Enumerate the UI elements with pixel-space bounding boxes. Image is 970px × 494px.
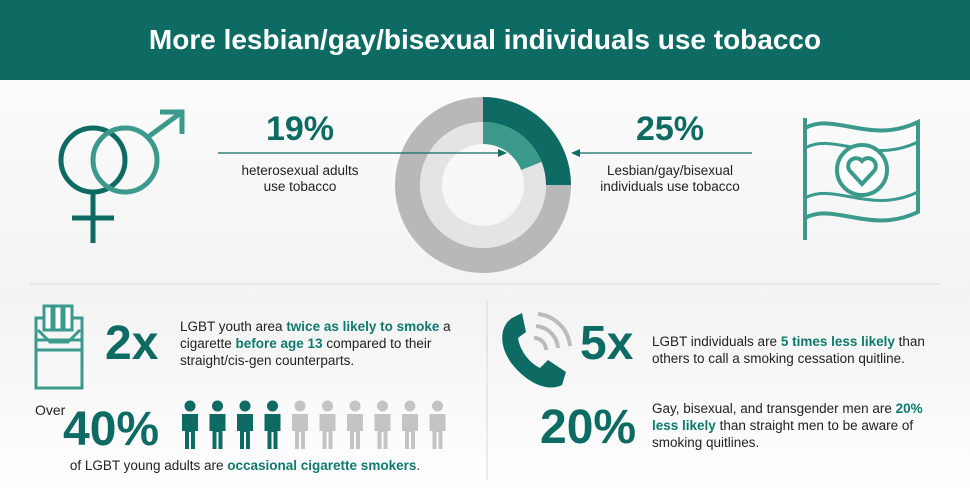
stat-right-text: Lesbian/gay/bisexual individuals use tob…	[580, 163, 760, 195]
head	[267, 400, 278, 412]
men-text: Gay, bisexual, and transgender men are 2…	[652, 400, 942, 451]
flag-icon	[803, 118, 920, 240]
text: compared to their straight/cis-gen count…	[180, 336, 432, 368]
emphasis-text: before age 13	[235, 336, 323, 351]
text: of LGBT young adults are	[69, 458, 228, 473]
multiplier: 2x	[105, 317, 159, 370]
text: a cigarette	[180, 319, 451, 351]
arrows	[218, 149, 752, 157]
text-line: Lesbian/gay/bisexual	[606, 163, 734, 178]
body	[292, 414, 308, 449]
body	[347, 414, 363, 449]
youth-text: LGBT youth area twice as likely to smoke…	[180, 318, 465, 369]
head	[239, 400, 251, 412]
text: than straight men to be aware of smoking…	[652, 418, 914, 450]
body	[182, 414, 198, 449]
stat-big: 40%	[63, 403, 160, 456]
head	[184, 400, 196, 412]
body	[429, 414, 446, 449]
head	[404, 400, 416, 412]
person-icon	[347, 400, 363, 449]
person-icon	[292, 400, 308, 449]
person-icon	[402, 400, 418, 449]
emphasis-text: twice as likely to smoke	[286, 319, 440, 334]
head	[377, 400, 388, 412]
person-icon	[429, 400, 446, 449]
text: .	[416, 458, 421, 473]
person-fill	[264, 400, 281, 449]
people-icons	[182, 400, 446, 449]
donut	[395, 97, 571, 273]
text: LGBT youth area	[180, 319, 287, 334]
header-band	[0, 0, 970, 80]
body	[319, 414, 336, 449]
head	[294, 400, 306, 412]
title: More lesbian/gay/bisexual individuals us…	[148, 24, 822, 55]
person-fill	[182, 400, 198, 449]
text: Gay, bisexual, and transgender men are	[652, 401, 896, 416]
text-line: heterosexual adults	[241, 163, 359, 178]
person-icon	[209, 400, 226, 449]
person-fill	[209, 400, 226, 449]
stat-right: 25%	[635, 110, 705, 148]
text: than others to call a smoking cessation …	[652, 334, 925, 366]
multiplier: 5x	[580, 317, 634, 370]
person-icon	[182, 400, 198, 449]
body	[402, 414, 418, 449]
stat-left: 19%	[265, 110, 335, 148]
emphasis-text: occasional cigarette smokers	[227, 458, 417, 473]
emphasis-text: 20% less likely	[652, 401, 923, 433]
ring-arc	[420, 122, 546, 248]
body	[374, 414, 391, 449]
head	[349, 400, 361, 412]
young-adults-text: of LGBT young adults are occasional ciga…	[30, 458, 460, 474]
head	[322, 400, 333, 412]
person-icon	[374, 400, 391, 449]
body	[264, 414, 281, 449]
quitline-text: LGBT individuals are 5 times less likely…	[652, 333, 952, 367]
stat-left-text: heterosexual adults use tobacco	[210, 163, 390, 195]
emphasis-text: 5 times less likely	[780, 334, 895, 349]
phone-icon	[502, 312, 572, 388]
body	[209, 414, 226, 449]
person-icon	[237, 400, 253, 449]
head	[432, 400, 443, 412]
head	[212, 400, 223, 412]
ring-arc	[395, 97, 571, 273]
body	[237, 414, 253, 449]
text-line: use tobacco	[263, 179, 337, 194]
prefix: Over	[35, 402, 66, 418]
text-line: individuals use tobacco	[600, 179, 740, 194]
stat-big: 20%	[540, 401, 637, 454]
person-fill	[237, 400, 253, 449]
gender-icon	[58, 109, 185, 243]
person-icon	[319, 400, 336, 449]
person-icon	[264, 400, 281, 449]
text: LGBT individuals are	[652, 334, 781, 349]
cigarette-pack-icon	[34, 304, 84, 390]
